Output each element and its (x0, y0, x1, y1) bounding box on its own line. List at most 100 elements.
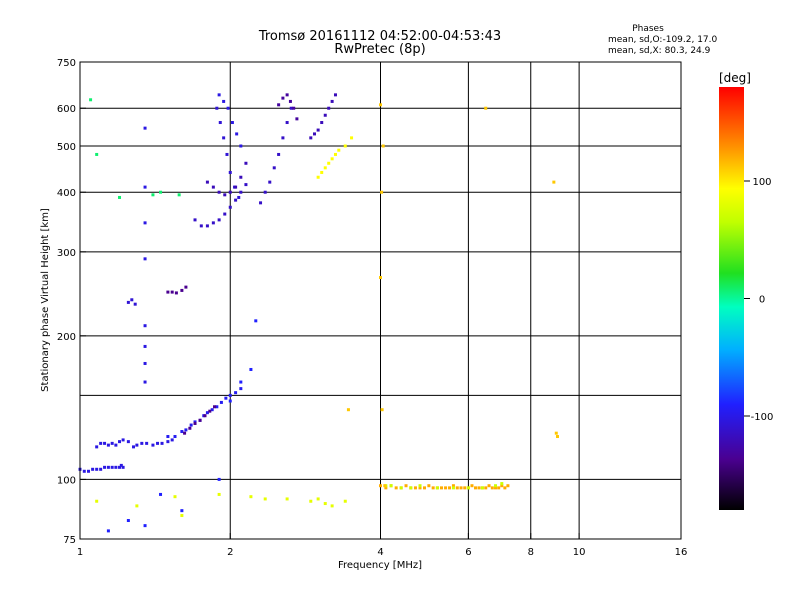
data-point (106, 529, 110, 533)
data-point (143, 126, 147, 130)
data-point (399, 486, 403, 490)
data-point (552, 180, 556, 184)
data-point (143, 361, 147, 365)
x-tick-label: 6 (465, 547, 471, 558)
data-point (330, 99, 334, 103)
data-point (177, 193, 181, 197)
data-point (87, 469, 91, 473)
data-point (180, 514, 184, 518)
data-point (215, 405, 219, 409)
data-point (277, 152, 281, 156)
data-point (114, 465, 118, 469)
data-point (173, 435, 177, 439)
data-point (384, 486, 388, 490)
data-point (222, 136, 226, 140)
data-point (323, 113, 327, 117)
data-point (295, 117, 299, 121)
data-point (118, 465, 122, 469)
data-point (418, 486, 422, 490)
data-point (487, 484, 491, 488)
data-point (234, 391, 238, 395)
data-point (379, 484, 382, 488)
data-point (143, 257, 147, 261)
data-point (193, 421, 197, 425)
data-point (166, 290, 170, 294)
data-point (281, 96, 285, 100)
x-tick-label: 8 (528, 547, 534, 558)
data-point (180, 509, 184, 513)
data-point (226, 106, 230, 110)
data-point (143, 185, 147, 189)
data-point (500, 482, 504, 486)
chart-title: Tromsø 20161112 04:52:00-04:53:43 (258, 29, 501, 44)
data-point (160, 441, 164, 445)
data-point (320, 170, 324, 174)
data-point (222, 99, 226, 103)
data-point (380, 190, 384, 194)
data-point (211, 221, 215, 225)
data-point (217, 492, 221, 496)
colorbar-tick-label: 0 (759, 295, 765, 306)
data-point (383, 484, 387, 488)
x-axis-ticks: 1 2 4 6 8 10 16 (77, 533, 687, 558)
data-point (166, 440, 170, 444)
data-point (223, 193, 227, 197)
data-point (380, 408, 384, 412)
data-point (132, 445, 136, 449)
data-point (277, 103, 281, 107)
data-point (223, 212, 227, 216)
data-point (170, 438, 174, 442)
data-point (159, 492, 163, 496)
data-point (268, 180, 272, 184)
data-point (184, 285, 188, 289)
data-point (130, 298, 134, 302)
data-point (118, 440, 122, 444)
data-point (237, 195, 241, 199)
data-point (455, 486, 459, 490)
data-point (213, 405, 217, 409)
data-point (199, 224, 203, 228)
data-point (218, 121, 222, 125)
data-point (249, 495, 253, 499)
data-point (459, 486, 463, 490)
data-point (230, 121, 234, 125)
data-point (193, 218, 197, 222)
data-point (203, 414, 207, 418)
data-point (239, 380, 243, 384)
data-point (394, 486, 398, 490)
y-tick-label: 100 (57, 475, 76, 486)
colorbar-tick-label: 100 (752, 177, 771, 188)
data-point (228, 393, 232, 397)
data-point (422, 486, 426, 490)
data-point (118, 195, 122, 199)
x-axis-label: Frequency [MHz] (338, 560, 422, 571)
data-point (244, 183, 248, 187)
data-point (235, 132, 239, 136)
chart-subtitle: RwPretec (8p) (334, 42, 425, 57)
data-point (151, 193, 155, 197)
data-point (208, 409, 212, 413)
data-point (228, 205, 232, 209)
colorbar (719, 87, 744, 510)
data-point (418, 484, 422, 488)
data-point (217, 477, 221, 481)
data-point (309, 136, 313, 140)
data-point (103, 441, 107, 445)
data-point (409, 486, 413, 490)
y-tick-label: 500 (57, 142, 76, 153)
phases-x-stats: mean, sd,X: 80.3, 24.9 (608, 46, 711, 56)
data-point (183, 431, 187, 435)
data-point (497, 486, 501, 490)
data-point (156, 441, 160, 445)
data-point (110, 441, 114, 445)
data-point (337, 148, 341, 152)
data-point (99, 467, 103, 471)
data-point (323, 166, 327, 170)
data-point (95, 445, 99, 449)
data-point (205, 411, 209, 415)
data-point (316, 497, 320, 501)
data-point (480, 486, 484, 490)
data-point (292, 106, 296, 110)
colorbar-label: [deg] (719, 71, 751, 85)
data-point (95, 467, 99, 471)
